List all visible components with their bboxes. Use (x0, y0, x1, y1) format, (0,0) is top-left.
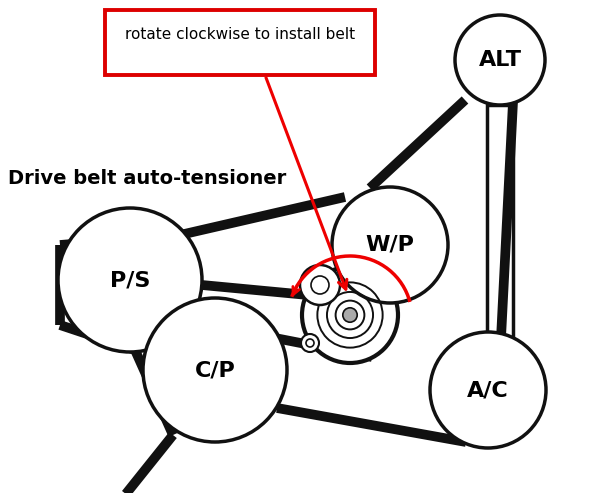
Circle shape (300, 265, 340, 305)
Circle shape (430, 332, 546, 448)
Circle shape (302, 267, 398, 363)
Text: rotate clockwise to install belt: rotate clockwise to install belt (125, 27, 355, 42)
Text: ALT: ALT (479, 50, 522, 70)
Circle shape (343, 308, 357, 322)
Bar (105, 10, 375, 75)
Text: Drive belt auto-tensioner: Drive belt auto-tensioner (8, 169, 286, 187)
Text: W/P: W/P (365, 235, 414, 255)
Text: P/S: P/S (110, 270, 150, 290)
Circle shape (143, 298, 287, 442)
Circle shape (455, 15, 545, 105)
Text: A/C: A/C (467, 380, 509, 400)
Circle shape (301, 334, 319, 352)
Bar (487, 105, 513, 430)
Circle shape (332, 187, 448, 303)
Circle shape (58, 208, 202, 352)
Text: C/P: C/P (195, 360, 235, 380)
